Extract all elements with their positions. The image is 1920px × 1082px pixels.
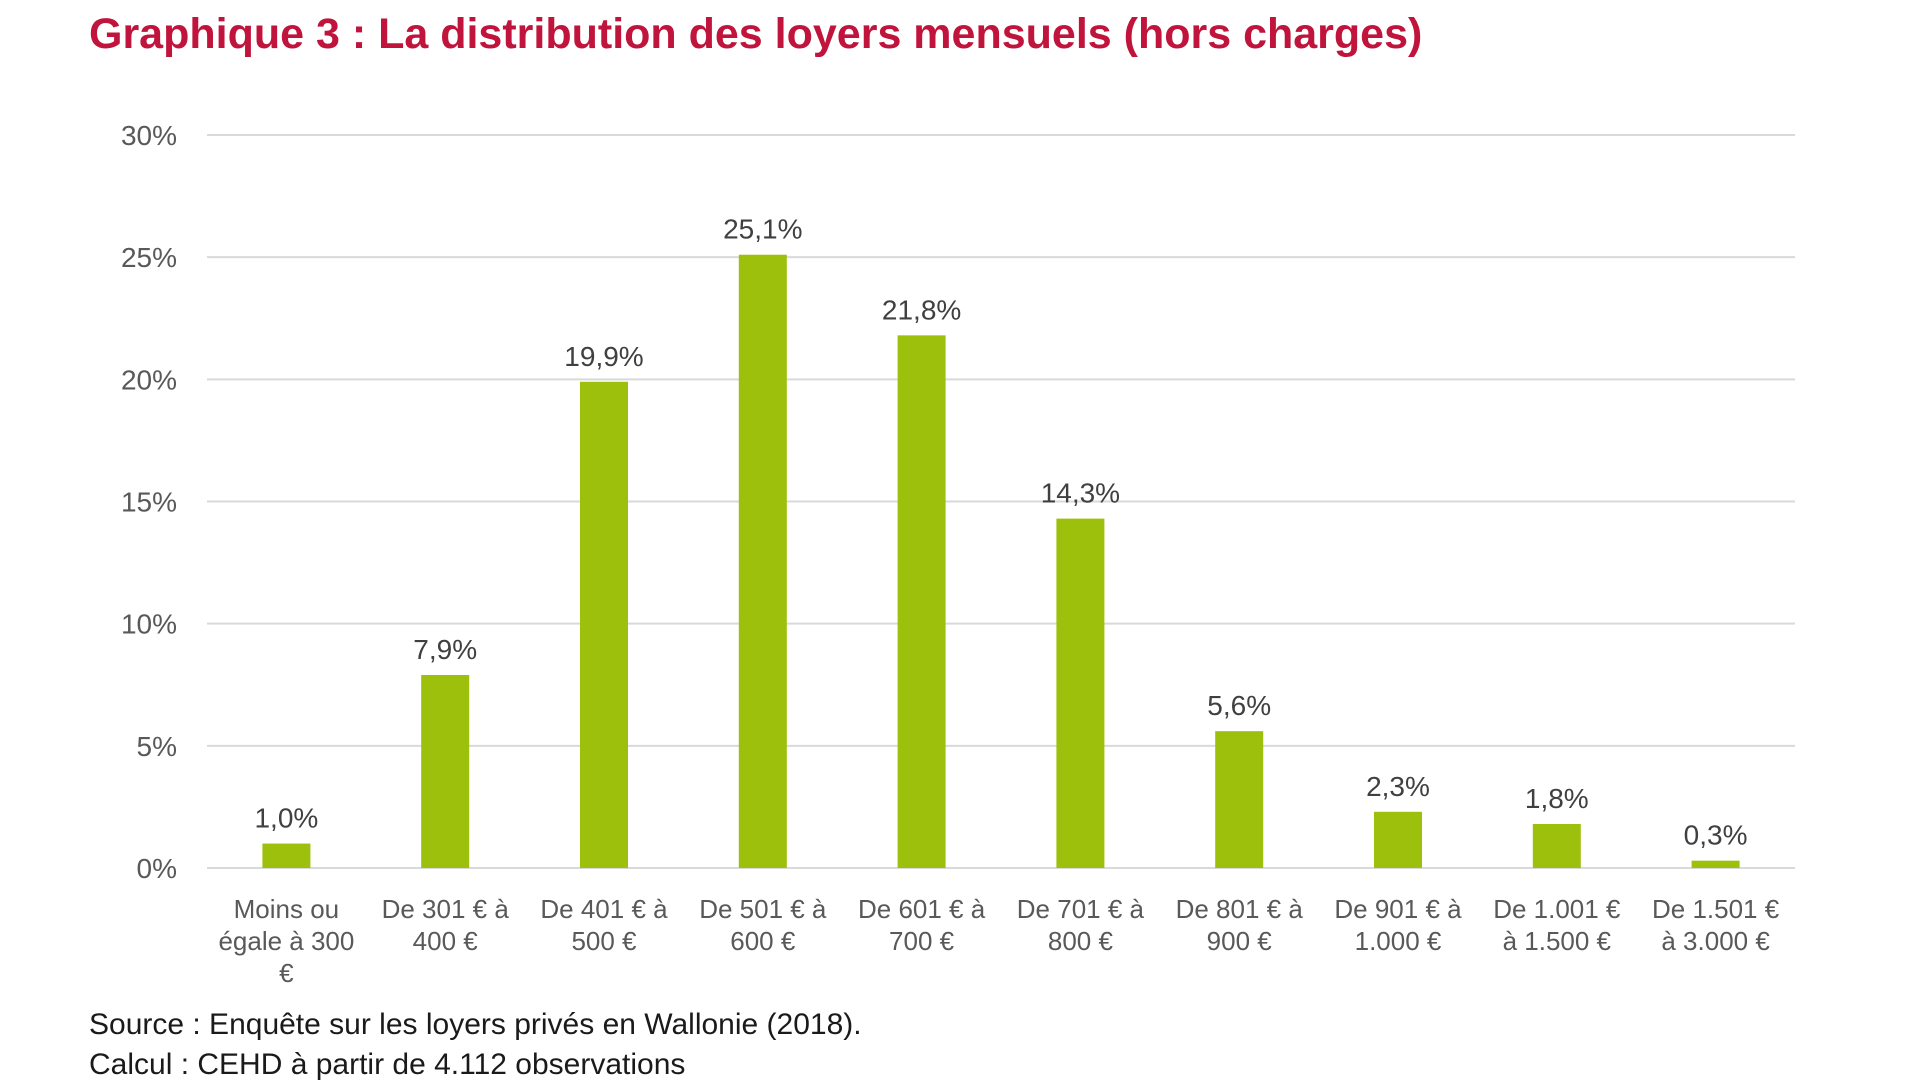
source-note: Source : Enquête sur les loyers privés e… <box>89 1008 862 1041</box>
y-tick-label: 5% <box>137 731 177 762</box>
data-label: 2,3% <box>1366 771 1430 802</box>
category-label: De 1.001 € à 1.500 € <box>1493 894 1621 956</box>
y-tick-label: 15% <box>121 487 177 518</box>
data-label: 14,3% <box>1041 478 1120 509</box>
calculation-note: Calcul : CEHD à partir de 4.112 observat… <box>89 1048 686 1081</box>
bar <box>738 254 787 868</box>
bar <box>1691 860 1740 868</box>
data-label: 0,3% <box>1684 820 1748 851</box>
bar <box>421 674 470 868</box>
data-label: 7,9% <box>413 634 477 665</box>
gridlines <box>207 134 1795 869</box>
category-label: De 601 € à 700 € <box>858 894 986 956</box>
category-label: De 301 € à 400 € <box>382 894 510 956</box>
bar <box>1056 518 1105 868</box>
category-label: De 801 € à 900 € <box>1176 894 1304 956</box>
data-label: 21,8% <box>882 294 961 325</box>
data-labels: 1,0% 7,9% 19,9% 25,1% 21,8% 14,3% 5,6% 2,3% 1,8%… <box>254 214 1747 851</box>
data-label: 5,6% <box>1207 690 1271 721</box>
category-label: Moins ou égale à 300 € <box>218 894 354 988</box>
data-label: 1,8% <box>1525 783 1589 814</box>
y-axis-ticks: 0% 5% 10% 15% 20% 25% 30% <box>121 120 177 884</box>
x-axis-categories: Moins ou égale à 300 € De 301 € à 400 € De 40… <box>218 894 1779 988</box>
category-label: De 1.501 € à 3.000 € <box>1652 894 1780 956</box>
y-tick-label: 25% <box>121 242 177 273</box>
bar <box>1374 811 1422 868</box>
bar <box>1215 731 1264 868</box>
data-label: 25,1% <box>723 214 802 245</box>
bar <box>262 843 311 868</box>
bar <box>1532 824 1581 868</box>
data-label: 1,0% <box>254 803 318 834</box>
y-tick-label: 10% <box>121 609 177 640</box>
data-label: 19,9% <box>564 341 643 372</box>
bars <box>262 254 1740 868</box>
category-label: De 501 € à 600 € <box>699 894 827 956</box>
bar-chart: 0% 5% 10% 15% 20% 25% 30% 1,0% 7,9% 19,9% 25,1% 21… <box>121 120 1795 988</box>
y-tick-label: 30% <box>121 120 177 151</box>
y-tick-label: 20% <box>121 364 177 395</box>
category-label: De 901 € à 1.000 € <box>1334 894 1462 956</box>
chart-title: Graphique 3 : La distribution des loyers… <box>89 10 1423 58</box>
bar <box>580 381 628 868</box>
category-label: De 701 € à 800 € <box>1017 894 1145 956</box>
y-tick-label: 0% <box>137 853 177 884</box>
category-label: De 401 € à 500 € <box>540 894 668 956</box>
bar <box>897 335 946 868</box>
